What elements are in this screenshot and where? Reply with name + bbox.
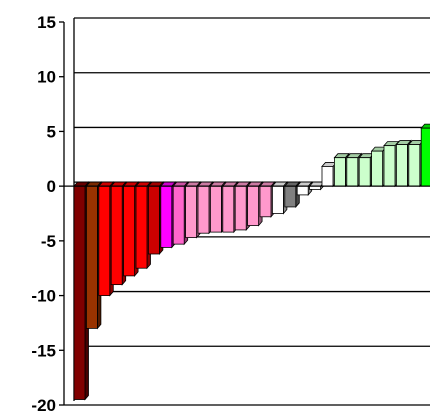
y-tick-label: 5 [47, 122, 56, 141]
bar-front [358, 157, 371, 187]
y-tick-label: -5 [41, 232, 56, 251]
bar-front [247, 185, 260, 226]
y-tick-label: 15 [37, 13, 56, 32]
bar-18 [283, 181, 301, 208]
bar-top [420, 123, 430, 129]
bar-front [395, 144, 408, 187]
bar-front [209, 185, 222, 233]
y-tick-label: 10 [37, 68, 56, 87]
bar-front [383, 145, 396, 187]
bar-front [259, 185, 272, 218]
bars [73, 123, 430, 401]
bar-front [135, 185, 148, 269]
bar-front [185, 185, 198, 238]
bar-front [197, 185, 210, 234]
bar-front [123, 185, 135, 277]
bar-front [296, 185, 309, 196]
y-tick-label: -20 [31, 396, 56, 414]
bar-front [321, 166, 334, 187]
bar-front [408, 144, 421, 187]
y-tick-label: -15 [31, 341, 56, 360]
y-tick-label: 0 [47, 177, 56, 196]
bar-front [271, 185, 284, 214]
bar-front [73, 185, 86, 400]
y-tick-label: -10 [31, 287, 56, 306]
bar-front [371, 150, 384, 187]
y-tick-labels: 15 10 5 0 -5 -10 -15 -20 [31, 13, 56, 414]
bar-front [222, 185, 235, 233]
bar-front [346, 157, 359, 187]
bar-front [172, 185, 185, 245]
bar-front [160, 185, 173, 248]
bar-front [420, 127, 430, 187]
bar-29 [420, 123, 430, 187]
bar-front [147, 185, 160, 255]
bar-front [110, 185, 123, 286]
bar-front [98, 185, 111, 296]
axes [59, 21, 430, 406]
bar-front [333, 157, 346, 187]
bar-front [284, 185, 297, 208]
bar-front [234, 185, 247, 231]
bar-front [86, 185, 98, 329]
